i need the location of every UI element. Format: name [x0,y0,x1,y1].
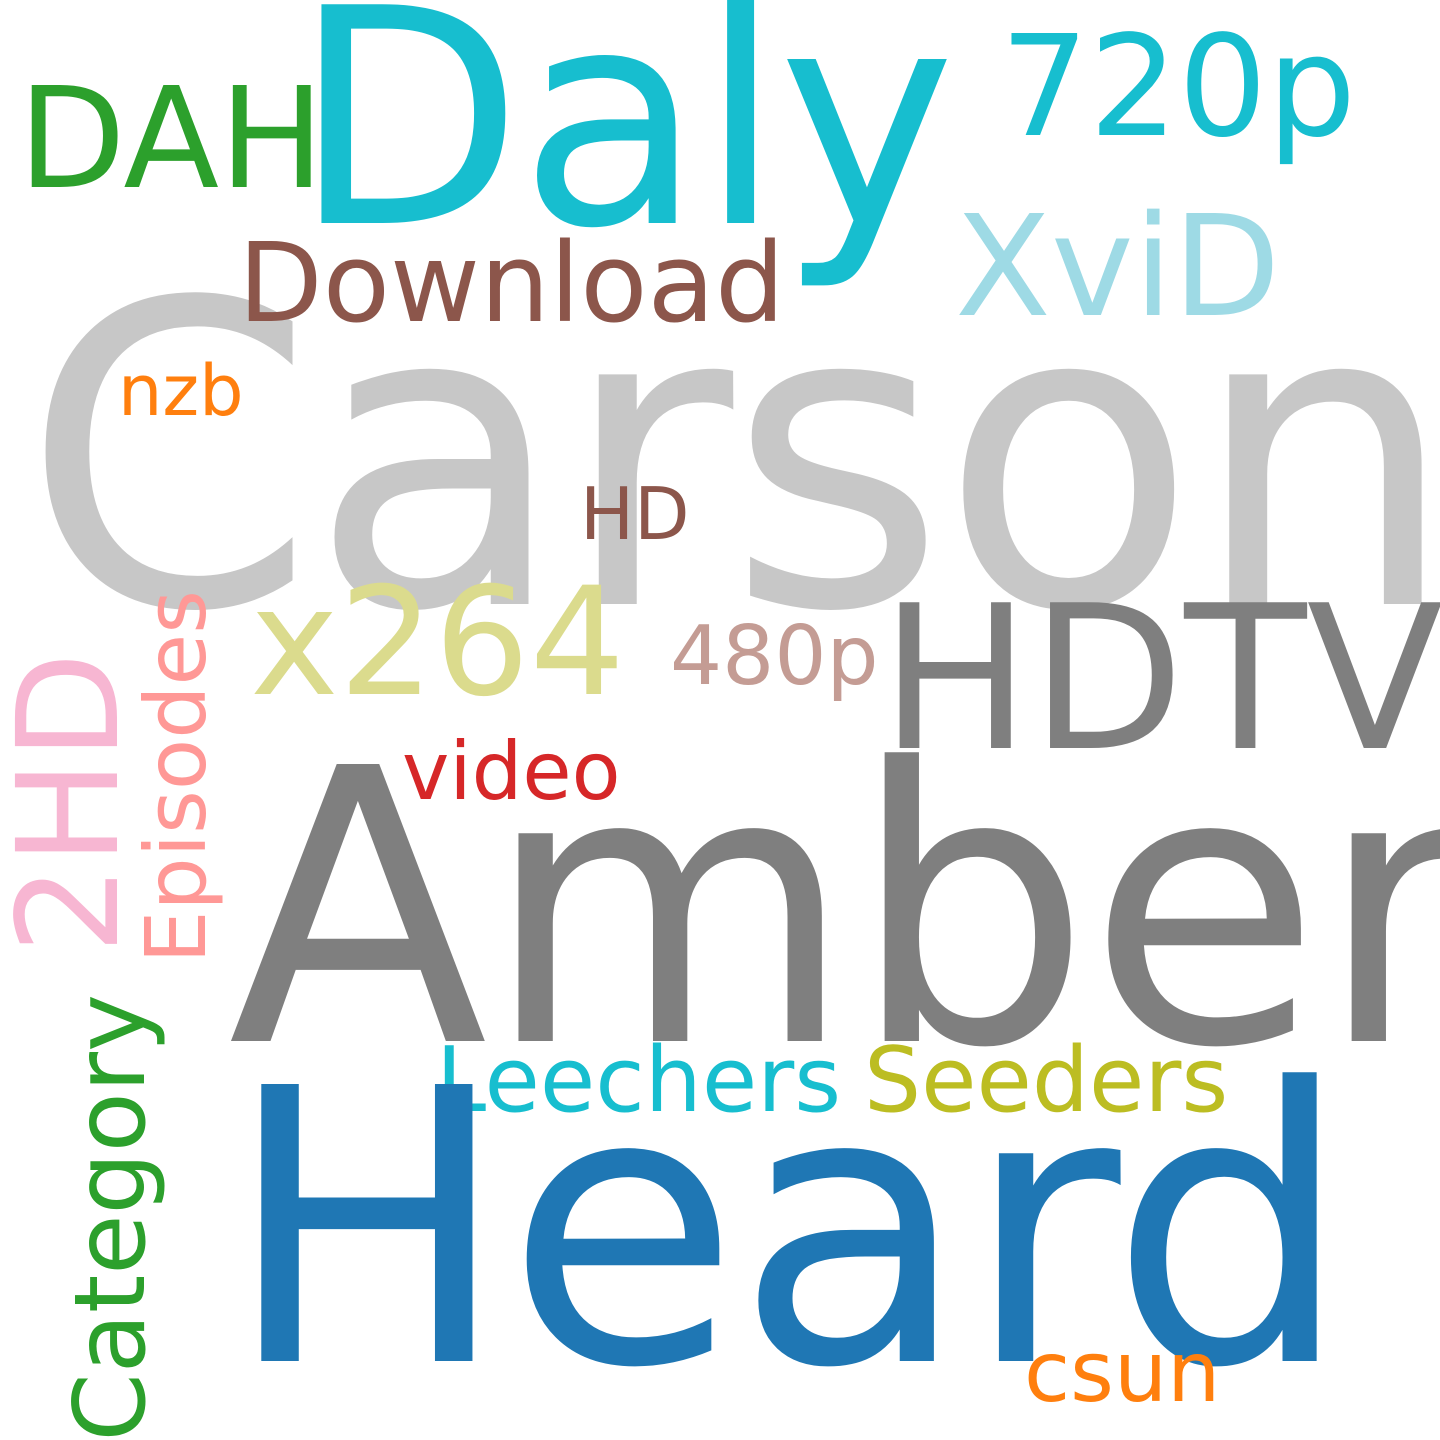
word-nzb: nzb [118,350,244,432]
word-seeders: Seeders [864,1028,1229,1133]
word-hd: HD [580,472,690,556]
word-480p: 480p [670,609,879,704]
word-download: Download [238,219,785,347]
word-category: Category [54,994,168,1440]
word-video: video [402,725,621,818]
word-heard: Heard [224,1008,1351,1440]
word-2hd: 2HD [0,652,151,955]
word-x264: x264 [250,556,626,730]
word-leechers: Leechers [436,1028,842,1133]
word-carson: Carson [22,215,1440,704]
word-csun: csun [1024,1323,1221,1421]
word-episodes: Episodes [127,590,225,964]
word-daly: Daly [292,0,956,294]
word-720p: 720p [1000,6,1357,169]
word-dah: DAH [18,58,325,221]
word-amber: Amber [228,688,1440,1131]
word-hdtv: HDTV [880,563,1440,796]
word-xvid: XviD [955,186,1281,349]
